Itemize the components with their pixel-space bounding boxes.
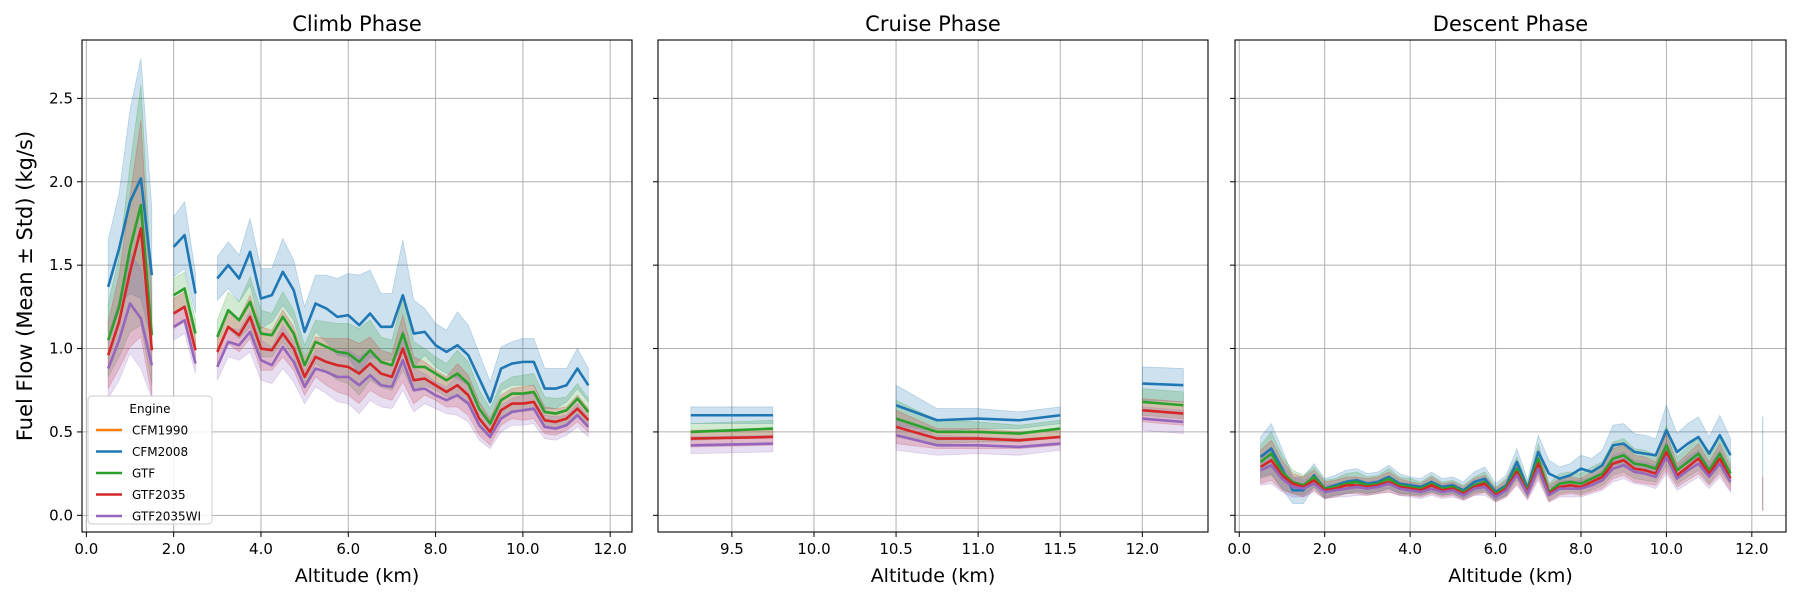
legend: Engine CFM1990 CFM2008 GTF GTF2035 GTF2035WI	[87, 395, 213, 525]
series-line-gtf2035	[895, 425, 1061, 442]
series-line-gtf	[106, 203, 154, 341]
y-tick-label: 0.5	[49, 423, 73, 441]
series-line-gtf2035wi	[172, 318, 197, 364]
x-tick-label: 12.0	[593, 540, 626, 558]
x-axis-title: Altitude (km)	[295, 565, 420, 587]
axes-frame	[1234, 39, 1787, 533]
series-line-gtf	[172, 287, 197, 334]
panel-title: Climb Phase	[292, 12, 422, 36]
axes-frame	[81, 39, 633, 533]
series-line-gtf2035	[172, 305, 197, 351]
y-axis-title: Fuel Flow (Mean ± Std) (kg/s)	[13, 131, 37, 441]
plot-area	[1259, 404, 1764, 511]
series-line-gtf2035wi	[106, 302, 154, 370]
legend-label-cfm2008: CFM2008	[132, 445, 188, 459]
x-tick-label: 10.0	[797, 540, 830, 558]
legend-label-gtf: GTF	[132, 467, 155, 481]
x-tick-label: 6.0	[1484, 540, 1508, 558]
series-line-cfm2008	[216, 250, 590, 404]
x-tick-label: 11.0	[961, 540, 994, 558]
y-tick-label: 1.5	[49, 256, 73, 274]
series-line-gtf	[690, 427, 773, 434]
series-line-gtf	[1142, 400, 1184, 407]
series-line-gtf2035wi	[216, 330, 590, 439]
x-tick-label: 0.0	[1227, 540, 1251, 558]
legend-label-gtf2035: GTF2035	[132, 488, 186, 502]
series-line-gtf2035	[690, 435, 773, 440]
x-tick-label: 8.0	[1569, 540, 1593, 558]
x-ticks: 9.5 10.0 10.5 11.0 11.5 12.0	[720, 532, 1159, 558]
y-tick-label: 2.0	[49, 173, 73, 191]
x-tick-label: 11.5	[1044, 540, 1077, 558]
mean-lines	[106, 177, 590, 439]
x-ticks: 0.0 2.0 4.0 6.0 8.0 10.0 12.0	[1227, 532, 1769, 558]
series-line-gtf2035wi	[1260, 455, 1732, 499]
std-bands	[107, 58, 589, 450]
series-line-cfm2008	[895, 404, 1061, 422]
x-tick-label: 10.5	[879, 540, 912, 558]
series-line-gtf2035	[216, 315, 590, 434]
x-ticks: 0.0 2.0 4.0 6.0 8.0 10.0 12.0	[74, 532, 627, 558]
y-tick-label: 0.0	[49, 506, 73, 524]
plot-area	[106, 58, 590, 450]
x-axis-title: Altitude (km)	[871, 565, 996, 587]
mean-lines	[690, 382, 1184, 449]
series-line-gtf	[216, 300, 590, 425]
series-line-gtf2035	[106, 227, 154, 356]
std-band-cfm2008	[173, 200, 196, 314]
std-bands	[690, 366, 1184, 456]
mean-lines	[1259, 428, 1732, 499]
panel-2: 9.5 10.0 10.5 11.0 11.5 12.0 Cruise Phase Altit…	[653, 12, 1209, 587]
series-line-gtf2035wi	[690, 442, 773, 447]
x-tick-label: 2.0	[1313, 540, 1337, 558]
legend-label-gtf2035wi: GTF2035WI	[132, 510, 201, 524]
y-ticks	[1230, 97, 1235, 516]
x-tick-label: 4.0	[249, 540, 273, 558]
panels: 0.0 2.0 4.0 6.0 8.0 10.0 12.0 0.0 0.5 1.0 1.5 2.0 2.…	[49, 12, 1787, 587]
panel-1: 0.0 2.0 4.0 6.0 8.0 10.0 12.0 0.0 0.5 1.0 1.5 2.0 2.…	[49, 12, 633, 587]
panel-3: 0.0 2.0 4.0 6.0 8.0 10.0 12.0 Descent Phase Alti…	[1227, 12, 1787, 587]
y-tick-label: 2.5	[49, 89, 73, 107]
std-band-gtf2035wi	[216, 310, 589, 450]
std-band-gtf2035	[216, 294, 589, 446]
x-axis-title: Altitude (km)	[1448, 565, 1573, 587]
x-tick-label: 8.0	[424, 540, 448, 558]
legend-box	[87, 395, 213, 525]
panel-title: Cruise Phase	[865, 12, 1001, 36]
legend-label-cfm1990: CFM1990	[132, 424, 188, 438]
axes-frame	[657, 39, 1209, 533]
gridlines	[658, 40, 1208, 532]
x-tick-label: 2.0	[162, 540, 186, 558]
x-tick-label: 10.0	[506, 540, 539, 558]
panel-title: Descent Phase	[1433, 12, 1588, 36]
y-ticks	[653, 97, 658, 516]
gridlines	[82, 40, 632, 532]
series-line-gtf2035	[1142, 408, 1184, 415]
x-tick-label: 4.0	[1398, 540, 1422, 558]
gridlines	[1235, 40, 1786, 532]
plot-area	[690, 366, 1184, 456]
series-line-gtf2035wi	[895, 434, 1061, 449]
y-tick-label: 1.0	[49, 340, 73, 358]
legend-title: Engine	[129, 402, 170, 416]
x-tick-label: 6.0	[336, 540, 360, 558]
x-tick-label: 9.5	[720, 540, 744, 558]
series-line-cfm2008	[172, 233, 197, 294]
x-tick-label: 10.0	[1650, 540, 1683, 558]
series-line-cfm2008	[1142, 382, 1184, 387]
x-tick-label: 12.0	[1126, 540, 1159, 558]
x-tick-label: 12.0	[1735, 540, 1768, 558]
series-line-cfm2008	[106, 177, 154, 288]
x-tick-label: 0.0	[74, 540, 98, 558]
y-ticks: 0.0 0.5 1.0 1.5 2.0 2.5	[49, 89, 82, 524]
std-bands	[1260, 404, 1764, 511]
series-line-gtf	[895, 417, 1061, 435]
series-line-gtf2035wi	[1142, 417, 1184, 424]
